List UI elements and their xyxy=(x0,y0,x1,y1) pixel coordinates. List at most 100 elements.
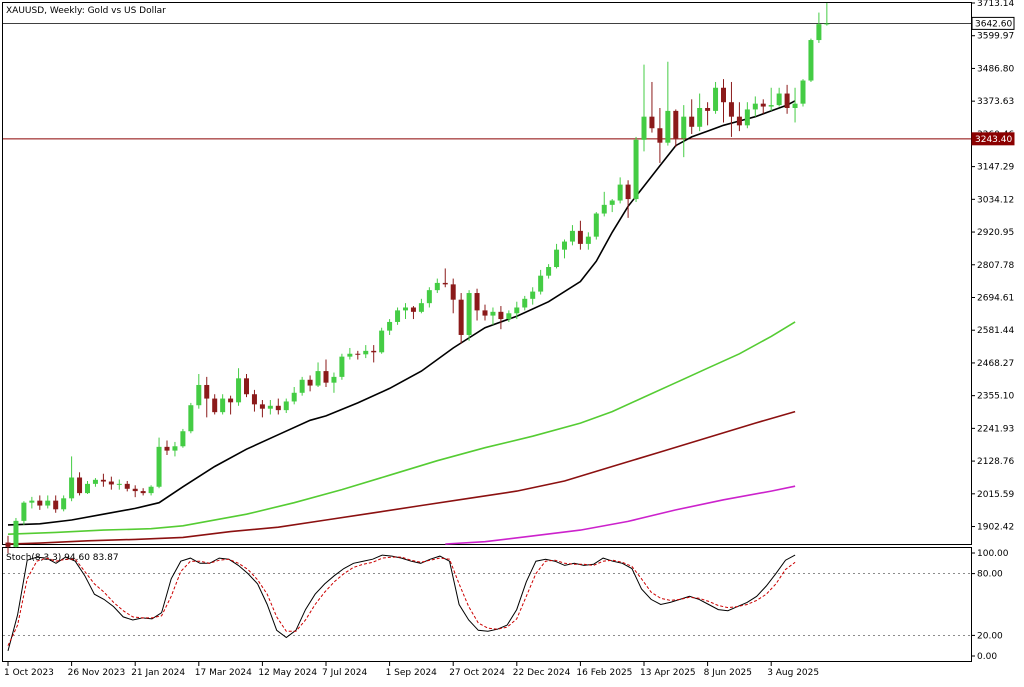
candle-body xyxy=(124,483,130,489)
candle-body xyxy=(403,307,408,311)
time-tick-label: 8 Jun 2025 xyxy=(704,668,752,678)
price-tick-label: 2694.61 xyxy=(977,293,1014,303)
time-tick-label: 12 May 2024 xyxy=(258,668,317,678)
candle-body xyxy=(673,110,679,139)
candle-body xyxy=(148,486,154,494)
candle-body xyxy=(593,213,599,237)
price-tick-label: 2128.76 xyxy=(977,457,1014,467)
candle-body xyxy=(13,520,19,547)
time-tick-label: 3 Aug 2025 xyxy=(767,668,819,678)
time-tick-label: 16 Feb 2025 xyxy=(576,668,632,678)
candle-body xyxy=(259,404,265,409)
candle-body xyxy=(371,350,377,353)
candle-body xyxy=(562,241,567,250)
main-plot-group xyxy=(3,3,971,554)
candle-body xyxy=(808,40,814,81)
candle-body xyxy=(5,542,11,547)
candle-body xyxy=(116,483,122,485)
candle-body xyxy=(506,313,512,320)
candle-body xyxy=(816,24,822,41)
candle-body xyxy=(85,483,90,494)
candle-body xyxy=(61,498,67,510)
candle-body xyxy=(244,378,249,395)
candle-body xyxy=(21,502,27,521)
candle-body xyxy=(347,353,353,357)
candle-body xyxy=(442,282,448,285)
candle-body xyxy=(689,116,695,127)
time-tick-label: 17 Mar 2024 xyxy=(195,668,252,678)
time-tick-label: 27 Oct 2024 xyxy=(449,668,505,678)
candle-body xyxy=(760,103,766,107)
candle-body xyxy=(331,376,337,383)
candle-body xyxy=(474,293,480,311)
candle-body xyxy=(665,110,671,143)
price-tick-label: 3599.97 xyxy=(977,32,1014,42)
time-axis: 1 Oct 2023 26 Nov 2023 21 Jan 2024 17 Mar 2… xyxy=(4,662,819,678)
candle-body xyxy=(307,379,313,386)
candle-body xyxy=(617,184,623,201)
candle-body xyxy=(108,481,114,485)
candle-body xyxy=(37,500,43,506)
candle-body xyxy=(53,500,59,510)
price-tick-label: 2355.10 xyxy=(977,392,1014,402)
candle-body xyxy=(387,321,393,331)
candle-body xyxy=(752,103,758,110)
candle-body xyxy=(800,80,806,104)
candle-body xyxy=(418,303,424,312)
candle-body xyxy=(339,356,345,377)
stoch-tick-label: 100.00 xyxy=(977,549,1009,559)
candle-body xyxy=(784,93,790,108)
candle-body xyxy=(267,405,273,409)
candle-body xyxy=(212,398,218,413)
candle-body xyxy=(601,204,607,214)
candle-body xyxy=(180,431,186,447)
candle-body xyxy=(164,446,170,451)
candle-body xyxy=(236,378,242,403)
candle-body xyxy=(275,405,281,411)
candle-body xyxy=(45,500,51,506)
price-tick-label: 2015.59 xyxy=(977,490,1014,500)
candle-body xyxy=(355,353,361,355)
candle-body xyxy=(792,103,798,108)
candle-body xyxy=(625,184,631,200)
stoch-main-line xyxy=(7,554,796,652)
stoch-plot-group: 100.00 80.00 20.00 0.00 xyxy=(3,549,1009,662)
time-tick-label: 1 Sep 2024 xyxy=(386,668,438,678)
price-tick-label: 2241.93 xyxy=(977,424,1014,434)
price-tick-label: 2807.78 xyxy=(977,261,1014,271)
candle-body xyxy=(363,350,369,355)
candle-body xyxy=(77,477,83,494)
candle-body xyxy=(140,491,146,494)
candle-body xyxy=(736,116,742,126)
candle-body xyxy=(776,93,782,106)
time-tick-label: 7 Jul 2024 xyxy=(322,668,367,678)
candle-body xyxy=(768,105,774,107)
stoch-tick-label: 0.00 xyxy=(977,652,997,662)
main-pane-frame xyxy=(2,2,972,545)
candle-body xyxy=(482,310,488,316)
price-tick-label: 3034.12 xyxy=(977,195,1014,205)
candle-body xyxy=(434,282,440,291)
candle-body xyxy=(697,107,703,127)
candle-body xyxy=(172,446,178,451)
ma_magenta-line xyxy=(445,485,796,545)
stoch-pane-frame xyxy=(2,547,972,662)
stoch-title: Stoch(8,3,3) 94.60 83.87 xyxy=(6,553,119,563)
candle-body xyxy=(92,479,98,484)
candle-body xyxy=(450,284,456,300)
candle-body xyxy=(196,384,202,406)
time-tick-label: 13 Apr 2025 xyxy=(640,668,696,678)
price-tick-label: 2581.44 xyxy=(977,326,1014,336)
stoch-signal-line xyxy=(7,556,796,646)
candle-body xyxy=(69,477,75,499)
candle-body xyxy=(228,398,234,403)
price-label-box-level xyxy=(971,132,1015,146)
candle-body xyxy=(156,446,162,487)
candle-body xyxy=(657,128,663,143)
candle-body xyxy=(681,116,687,139)
candle-body xyxy=(410,307,416,312)
price-label-box-current xyxy=(971,16,1015,30)
time-tick-label: 1 Oct 2023 xyxy=(4,668,54,678)
